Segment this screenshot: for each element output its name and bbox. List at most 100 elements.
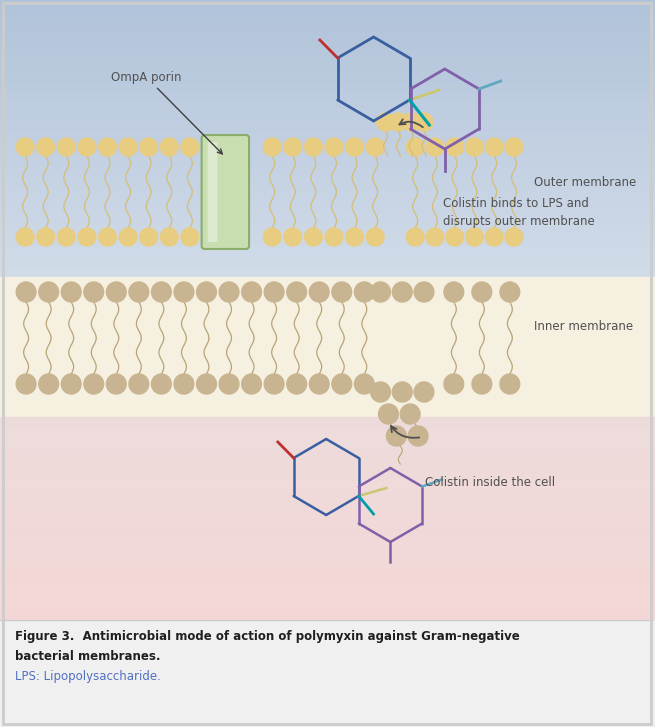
Circle shape [332, 282, 352, 302]
Circle shape [309, 374, 329, 394]
Circle shape [39, 282, 58, 302]
Circle shape [389, 113, 407, 131]
Circle shape [500, 374, 520, 394]
FancyBboxPatch shape [208, 142, 217, 242]
Circle shape [140, 138, 158, 156]
Text: Colistin inside the cell: Colistin inside the cell [425, 475, 555, 489]
Circle shape [107, 374, 126, 394]
Circle shape [284, 228, 302, 246]
Circle shape [371, 282, 391, 302]
Circle shape [197, 282, 216, 302]
Circle shape [16, 282, 36, 302]
Circle shape [379, 404, 399, 424]
Circle shape [472, 282, 492, 302]
Circle shape [160, 228, 178, 246]
Circle shape [371, 382, 391, 402]
Circle shape [174, 374, 194, 394]
Circle shape [505, 138, 523, 156]
Circle shape [377, 113, 395, 131]
Circle shape [401, 404, 420, 424]
Text: OmpA porin: OmpA porin [111, 71, 222, 154]
Circle shape [325, 228, 343, 246]
Circle shape [16, 374, 36, 394]
Circle shape [354, 374, 374, 394]
Text: Figure 3.  Antimicrobial mode of action of polymyxin against Gram-negative: Figure 3. Antimicrobial mode of action o… [15, 630, 520, 643]
Circle shape [39, 374, 58, 394]
Circle shape [387, 426, 406, 446]
Circle shape [152, 374, 171, 394]
Circle shape [444, 282, 463, 302]
Circle shape [84, 374, 104, 394]
Circle shape [485, 138, 503, 156]
Circle shape [332, 374, 352, 394]
Circle shape [242, 374, 261, 394]
Circle shape [287, 374, 307, 394]
Circle shape [37, 228, 54, 246]
Circle shape [500, 282, 520, 302]
Circle shape [37, 138, 54, 156]
Circle shape [465, 228, 483, 246]
Circle shape [446, 228, 463, 246]
Circle shape [284, 138, 302, 156]
Circle shape [197, 374, 216, 394]
Circle shape [414, 282, 434, 302]
Circle shape [174, 282, 194, 302]
Circle shape [346, 228, 363, 246]
Circle shape [119, 138, 137, 156]
Circle shape [406, 138, 424, 156]
Circle shape [62, 282, 81, 302]
Circle shape [305, 228, 322, 246]
Circle shape [62, 374, 81, 394]
Text: bacterial membranes.: bacterial membranes. [15, 650, 160, 663]
Circle shape [160, 138, 178, 156]
Text: Colistin binds to LPS and
disrupts outer membrane: Colistin binds to LPS and disrupts outer… [443, 197, 594, 228]
Circle shape [325, 138, 343, 156]
Circle shape [402, 113, 420, 131]
Circle shape [58, 138, 75, 156]
Text: Inner membrane: Inner membrane [534, 321, 633, 334]
Circle shape [465, 138, 483, 156]
Circle shape [264, 374, 284, 394]
Circle shape [393, 282, 412, 302]
Circle shape [426, 138, 444, 156]
Circle shape [78, 228, 96, 246]
Circle shape [309, 282, 329, 302]
Circle shape [84, 282, 104, 302]
Circle shape [366, 138, 384, 156]
Circle shape [140, 228, 158, 246]
Circle shape [99, 138, 117, 156]
Circle shape [263, 138, 281, 156]
Circle shape [219, 374, 239, 394]
Circle shape [152, 282, 171, 302]
Circle shape [181, 138, 199, 156]
Circle shape [354, 282, 374, 302]
Circle shape [505, 228, 523, 246]
Circle shape [219, 282, 239, 302]
Circle shape [406, 228, 424, 246]
Circle shape [107, 282, 126, 302]
Circle shape [415, 113, 433, 131]
Circle shape [366, 228, 384, 246]
Circle shape [287, 282, 307, 302]
Circle shape [393, 382, 412, 402]
Circle shape [119, 228, 137, 246]
Circle shape [305, 138, 322, 156]
Circle shape [472, 374, 492, 394]
Text: LPS: Lipopolysaccharide.: LPS: Lipopolysaccharide. [15, 670, 161, 683]
Circle shape [129, 282, 149, 302]
Circle shape [99, 228, 117, 246]
FancyBboxPatch shape [202, 135, 249, 249]
Circle shape [444, 374, 463, 394]
Circle shape [446, 138, 463, 156]
Text: Outer membrane: Outer membrane [534, 175, 636, 188]
Circle shape [426, 228, 444, 246]
Circle shape [58, 228, 75, 246]
Circle shape [408, 426, 428, 446]
Circle shape [17, 138, 34, 156]
Circle shape [181, 228, 199, 246]
Circle shape [414, 382, 434, 402]
Circle shape [264, 282, 284, 302]
Circle shape [346, 138, 363, 156]
Circle shape [242, 282, 261, 302]
Circle shape [263, 228, 281, 246]
